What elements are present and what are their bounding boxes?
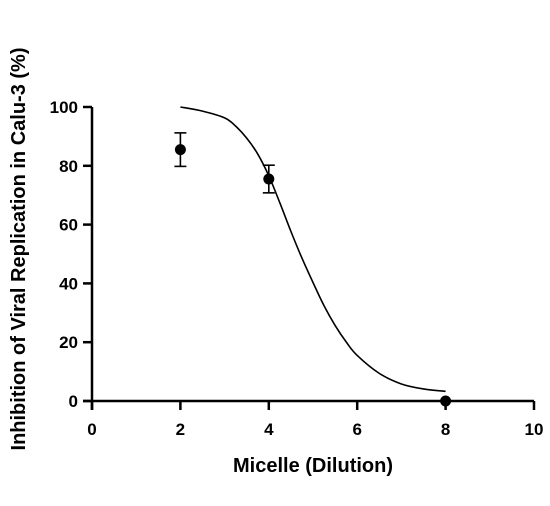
x-tick-label: 4 <box>264 420 274 439</box>
data-point <box>263 173 275 185</box>
x-axis-title: Micelle (Dilution) <box>233 455 393 477</box>
fit-curve-layer <box>180 106 446 393</box>
y-tick-label: 40 <box>59 274 78 293</box>
y-tick-label: 0 <box>69 392 78 411</box>
x-tick-label: 10 <box>525 420 544 439</box>
y-tick-label: 100 <box>50 98 78 117</box>
x-tick-label: 6 <box>352 420 361 439</box>
x-tick-label: 8 <box>441 420 450 439</box>
y-axis-title: Inhibition of Viral Replication in Calu-… <box>8 48 30 451</box>
y-tick-label: 20 <box>59 333 78 352</box>
x-tick-label: 2 <box>176 420 185 439</box>
x-tick-label: 0 <box>87 420 96 439</box>
ticks: 0 20 40 60 80 100 0 2 4 6 8 10 <box>50 98 544 439</box>
data-points-layer <box>174 132 452 407</box>
fit-curve <box>180 106 446 393</box>
axes <box>83 107 534 410</box>
data-point <box>174 144 186 156</box>
y-tick-label: 60 <box>59 216 78 235</box>
y-tick-label: 80 <box>59 157 78 176</box>
data-point <box>440 395 452 407</box>
